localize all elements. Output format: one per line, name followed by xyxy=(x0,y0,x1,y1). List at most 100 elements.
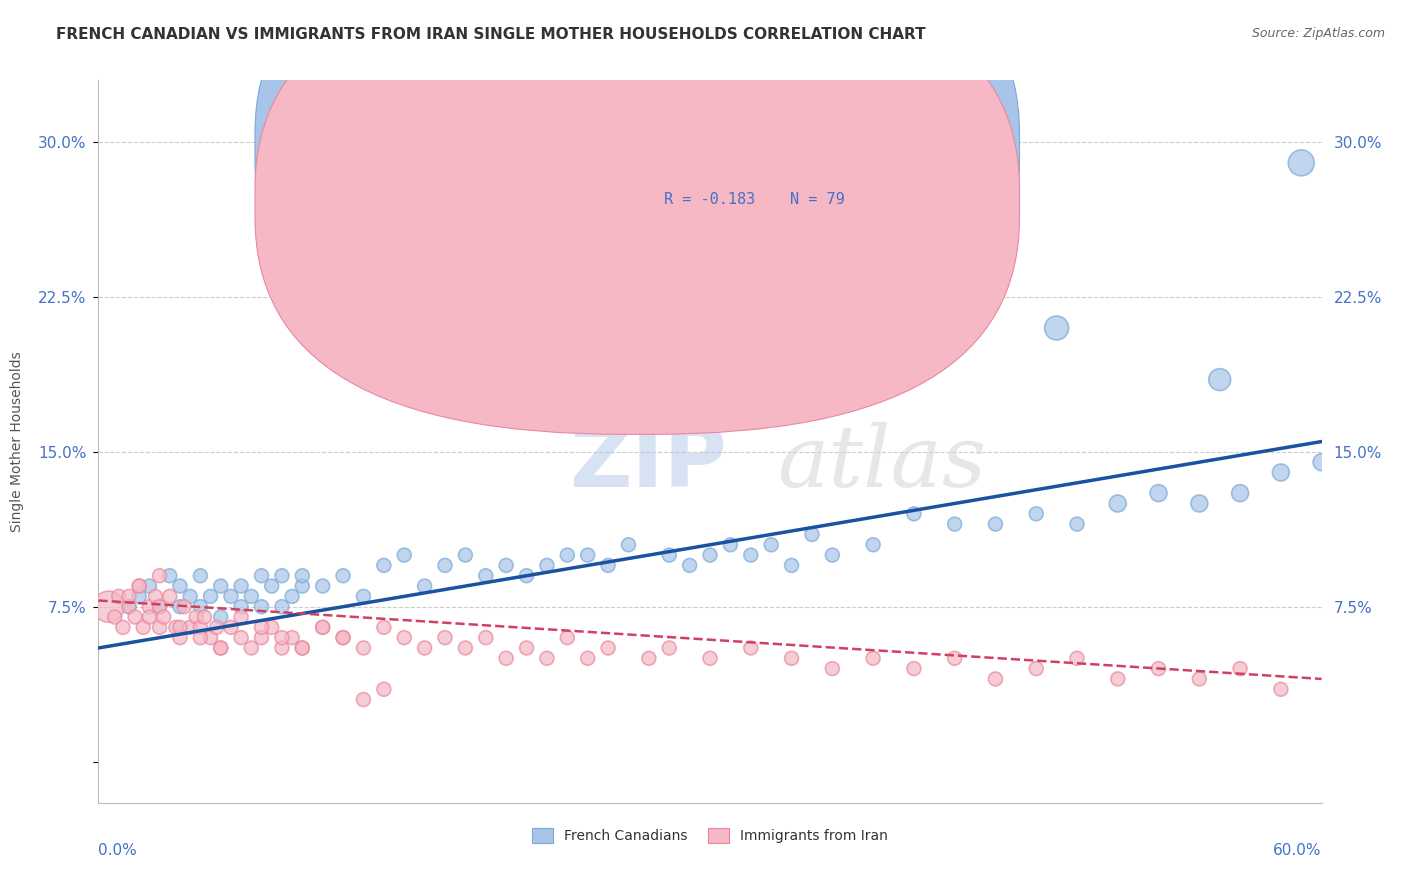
Point xyxy=(159,590,181,604)
Point xyxy=(281,590,304,604)
Point xyxy=(149,568,172,582)
Point xyxy=(312,579,335,593)
Point xyxy=(169,631,191,645)
Point xyxy=(118,599,141,614)
Point xyxy=(231,631,253,645)
Point xyxy=(209,610,232,624)
Point xyxy=(138,610,160,624)
Point xyxy=(124,610,146,624)
Text: N = 69: N = 69 xyxy=(790,136,844,152)
Point xyxy=(149,620,172,634)
Point xyxy=(118,590,141,604)
Point xyxy=(240,640,263,655)
Point xyxy=(536,651,558,665)
Point xyxy=(1045,321,1069,335)
Point xyxy=(1025,662,1047,676)
FancyBboxPatch shape xyxy=(254,0,1019,379)
Point xyxy=(699,651,721,665)
Point xyxy=(104,610,127,624)
Point xyxy=(1209,373,1232,387)
Point xyxy=(1188,672,1211,686)
Point xyxy=(373,558,395,573)
Point xyxy=(291,579,314,593)
Point xyxy=(1270,682,1292,697)
Point xyxy=(1107,496,1129,510)
Point xyxy=(145,590,167,604)
Point xyxy=(392,631,416,645)
Point xyxy=(740,548,762,562)
Point xyxy=(536,558,558,573)
Point xyxy=(984,517,1007,532)
Point xyxy=(219,590,242,604)
Text: N = 79: N = 79 xyxy=(790,192,844,207)
Point xyxy=(821,662,844,676)
Point xyxy=(903,507,925,521)
Point xyxy=(169,599,191,614)
Point xyxy=(352,692,374,706)
Point xyxy=(179,620,201,634)
Point xyxy=(576,651,599,665)
Point xyxy=(209,640,232,655)
Point xyxy=(200,631,222,645)
Text: FRENCH CANADIAN VS IMMIGRANTS FROM IRAN SINGLE MOTHER HOUSEHOLDS CORRELATION CHA: FRENCH CANADIAN VS IMMIGRANTS FROM IRAN … xyxy=(56,27,927,42)
Point xyxy=(250,620,273,634)
Point xyxy=(152,610,174,624)
Point xyxy=(173,599,195,614)
Point xyxy=(209,640,232,655)
Point xyxy=(270,568,294,582)
Point xyxy=(260,620,283,634)
Point xyxy=(291,568,314,582)
Point xyxy=(97,599,120,614)
Point xyxy=(413,579,436,593)
Point xyxy=(821,548,844,562)
Legend: French Canadians, Immigrants from Iran: French Canadians, Immigrants from Iran xyxy=(524,822,896,850)
Point xyxy=(943,517,966,532)
Point xyxy=(454,548,477,562)
Point xyxy=(373,620,395,634)
Point xyxy=(780,558,803,573)
Point xyxy=(1270,466,1292,480)
Point xyxy=(128,579,150,593)
Point xyxy=(108,590,131,604)
Point xyxy=(165,620,187,634)
Y-axis label: Single Mother Households: Single Mother Households xyxy=(10,351,24,532)
Point xyxy=(1147,486,1170,500)
Point xyxy=(761,538,783,552)
Point xyxy=(312,620,335,634)
Point xyxy=(413,640,436,655)
Point xyxy=(219,620,242,634)
Point xyxy=(118,599,141,614)
Point xyxy=(128,590,150,604)
Point xyxy=(862,651,884,665)
FancyBboxPatch shape xyxy=(254,0,1019,434)
Point xyxy=(291,640,314,655)
Point xyxy=(188,620,212,634)
Point xyxy=(270,640,294,655)
Point xyxy=(598,640,620,655)
Point xyxy=(780,651,803,665)
Point xyxy=(291,640,314,655)
Point xyxy=(111,620,134,634)
Point xyxy=(903,662,925,676)
Point xyxy=(740,640,762,655)
Point xyxy=(231,610,253,624)
Point xyxy=(718,538,742,552)
Point xyxy=(240,590,263,604)
Point xyxy=(555,631,579,645)
Point xyxy=(474,631,498,645)
Point xyxy=(169,620,191,634)
Point xyxy=(270,631,294,645)
Text: atlas: atlas xyxy=(778,422,987,505)
Point xyxy=(250,599,273,614)
Point xyxy=(138,599,160,614)
Point xyxy=(373,682,395,697)
Point xyxy=(495,558,517,573)
Point xyxy=(862,538,884,552)
Point xyxy=(179,590,201,604)
Point xyxy=(1107,672,1129,686)
Text: R =  0.483: R = 0.483 xyxy=(664,136,755,152)
Point xyxy=(392,548,416,562)
Text: 60.0%: 60.0% xyxy=(1274,843,1322,857)
Point xyxy=(312,620,335,634)
Point xyxy=(281,631,304,645)
